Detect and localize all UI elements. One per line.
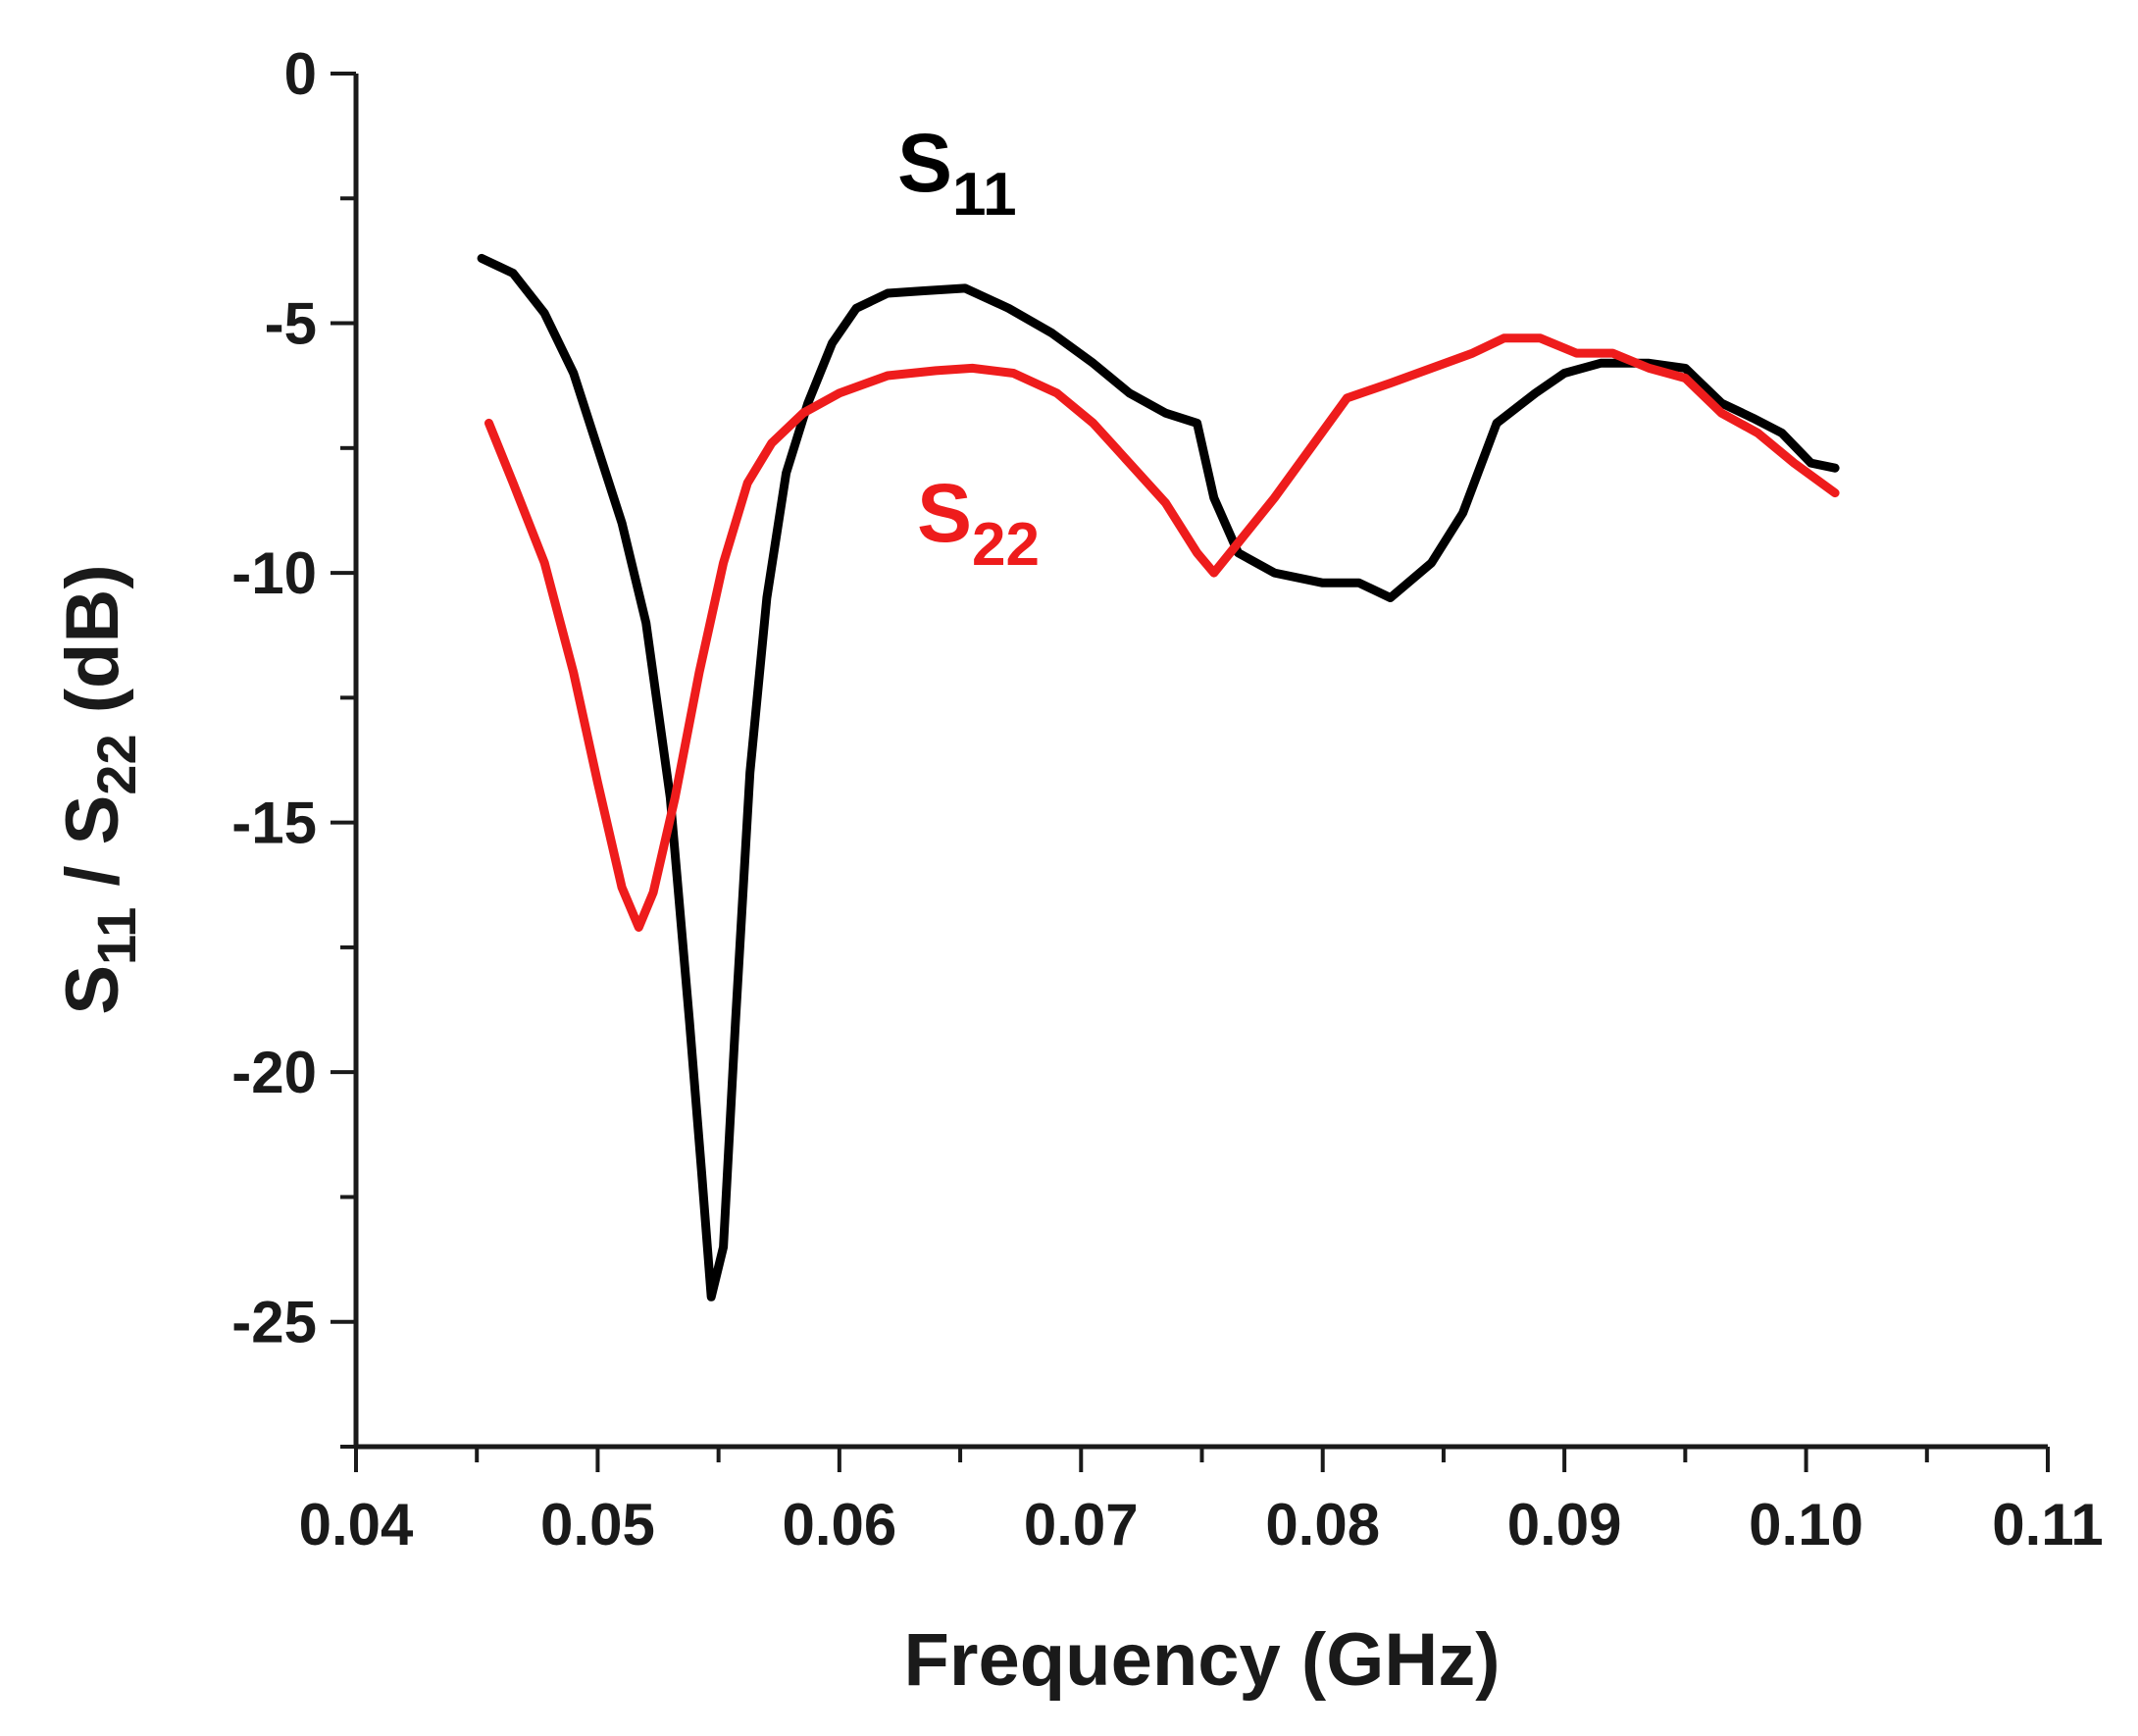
x-ticks: 0.04 0.05 0.06 0.07 0.08 0.09 0.10 0.11 bbox=[299, 1447, 2104, 1557]
plot-lines bbox=[477, 253, 1840, 1302]
x-tick-label: 0.09 bbox=[1507, 1492, 1622, 1557]
series-label-s22-main: S bbox=[917, 467, 972, 559]
y-tick-label: -5 bbox=[265, 291, 317, 357]
y-axis-title: S11 / S22 (dB) bbox=[51, 564, 147, 1014]
series-label-s11: S11 bbox=[897, 117, 1017, 229]
y-axis-title-mid: / S bbox=[51, 795, 134, 907]
y-ticks: 0 -5 -10 -15 -20 -25 bbox=[231, 41, 356, 1449]
series-line-s22 bbox=[484, 333, 1840, 932]
x-tick-label: 0.11 bbox=[1992, 1492, 2103, 1557]
axes bbox=[353, 74, 2048, 1450]
x-axis-title: Frequency (GHz) bbox=[903, 1618, 1500, 1702]
series-label-s22-sub: 22 bbox=[972, 511, 1040, 579]
series-label-s11-sub: 11 bbox=[952, 161, 1017, 229]
y-axis-title-s11: S bbox=[51, 965, 134, 1015]
x-tick-label: 0.04 bbox=[299, 1492, 414, 1557]
x-tick-label: 0.10 bbox=[1749, 1492, 1863, 1557]
x-tick-label: 0.06 bbox=[782, 1492, 896, 1557]
y-axis-title-s22-sub: 22 bbox=[85, 734, 147, 794]
y-axis-title-s11-sub: 11 bbox=[85, 907, 147, 965]
y-axis-title-tail: (dB) bbox=[51, 564, 134, 734]
y-tick-label: -25 bbox=[231, 1290, 317, 1355]
y-tick-label: -10 bbox=[231, 540, 317, 606]
series-line-s11 bbox=[477, 253, 1840, 1302]
series-label-s11-main: S bbox=[897, 117, 952, 209]
y-tick-label: -15 bbox=[231, 791, 317, 856]
x-tick-label: 0.05 bbox=[540, 1492, 655, 1557]
y-tick-label: 0 bbox=[284, 41, 317, 107]
series-label-s22: S22 bbox=[917, 467, 1040, 579]
x-tick-label: 0.07 bbox=[1024, 1492, 1139, 1557]
x-tick-label: 0.08 bbox=[1265, 1492, 1380, 1557]
y-tick-label: -20 bbox=[231, 1040, 317, 1105]
